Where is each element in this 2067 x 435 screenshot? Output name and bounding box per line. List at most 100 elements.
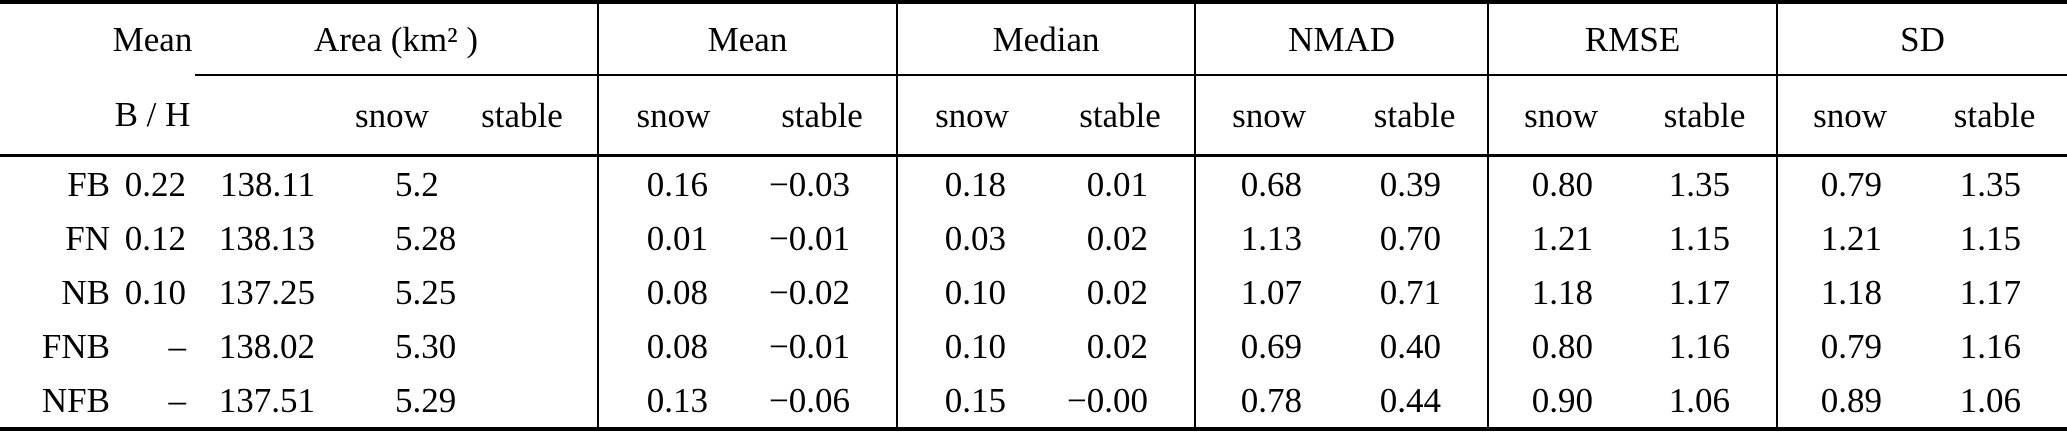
cell-rmse-stable: 1.35 bbox=[1668, 164, 1731, 204]
table-row-fn: FN 0.12 138.13 5.28 0.01 −0.01 0.03 0.02… bbox=[0, 211, 2067, 265]
cell-nmad-stable: 0.39 bbox=[1379, 164, 1442, 204]
cell-rmse-stable: 1.06 bbox=[1668, 380, 1731, 420]
cell-sd-stable: 1.17 bbox=[1959, 272, 2022, 312]
group-header-mean: Mean bbox=[596, 2, 898, 76]
cell-sd-stable: 1.16 bbox=[1959, 326, 2022, 366]
group-header-rmse: RMSE bbox=[1487, 2, 1778, 76]
table-row-nb: NB 0.10 137.25 5.25 0.08 −0.02 0.10 0.02… bbox=[0, 265, 2067, 319]
cell-nmad-stable: 0.70 bbox=[1379, 218, 1442, 258]
cell-sd-stable: 1.15 bbox=[1959, 218, 2022, 258]
cell-mean-stable: −0.01 bbox=[769, 326, 851, 366]
cell-sd-snow: 0.89 bbox=[1776, 373, 1923, 429]
cell-nmad-stable: 0.44 bbox=[1379, 380, 1442, 420]
cell-rmse-snow: 0.90 bbox=[1487, 373, 1634, 429]
cell-median-snow: 0.10 bbox=[896, 265, 1047, 319]
cell-median-stable: 0.01 bbox=[1086, 164, 1149, 204]
table-row-fb: FB 0.22 138.11 5.2 0.16 −0.03 0.18 0.01 … bbox=[0, 155, 2067, 211]
table-row-fnb: FNB – 138.02 5.30 0.08 −0.01 0.10 0.02 0… bbox=[0, 319, 2067, 373]
cell-area-stable: 5.30 bbox=[395, 326, 457, 366]
row-label: FN bbox=[65, 218, 110, 258]
cell-sd-snow: 0.79 bbox=[1776, 319, 1923, 373]
row-label: FB bbox=[67, 164, 110, 204]
cell-mean-stable: −0.02 bbox=[769, 272, 851, 312]
sub-header-rmse-stable: stable bbox=[1633, 75, 1778, 157]
sub-header-row: B / H snow stable snow stable snow stabl… bbox=[0, 75, 2067, 157]
cell-median-stable: 0.02 bbox=[1086, 326, 1149, 366]
sub-header-mean-snow: snow bbox=[597, 75, 748, 157]
cell-rmse-stable: 1.17 bbox=[1668, 272, 1731, 312]
cell-area-snow: 138.02 bbox=[218, 326, 315, 366]
cell-area-stable: 5.25 bbox=[395, 272, 457, 312]
table-row-nfb: NFB – 137.51 5.29 0.13 −0.06 0.15 −0.00 … bbox=[0, 373, 2067, 429]
cell-median-stable: 0.02 bbox=[1086, 272, 1149, 312]
sub-header-sd-stable: stable bbox=[1922, 75, 2067, 157]
sub-header-rmse-snow: snow bbox=[1487, 75, 1634, 157]
cell-mean-stable: −0.01 bbox=[769, 218, 851, 258]
cell-median-snow: 0.03 bbox=[896, 211, 1047, 265]
cell-median-snow: 0.10 bbox=[896, 319, 1047, 373]
sub-header-area-stable: stable bbox=[395, 75, 598, 157]
cell-mean-bh: 0.22 bbox=[124, 164, 186, 204]
cell-mean-snow: 0.01 bbox=[597, 211, 748, 265]
cell-rmse-stable: 1.16 bbox=[1668, 326, 1731, 366]
cell-area-snow: 137.25 bbox=[218, 272, 315, 312]
cell-nmad-snow: 0.68 bbox=[1194, 155, 1343, 211]
cell-mean-bh: 0.10 bbox=[124, 272, 186, 312]
cell-rmse-snow: 1.18 bbox=[1487, 265, 1634, 319]
sub-header-median-snow: snow bbox=[896, 75, 1047, 157]
cell-sd-snow: 1.21 bbox=[1776, 211, 1923, 265]
row-label: NB bbox=[61, 272, 110, 312]
corner-cell bbox=[0, 2, 110, 75]
cell-mean-stable: −0.06 bbox=[769, 380, 851, 420]
group-header-area: Area (km² ) bbox=[195, 2, 598, 76]
group-header-median: Median bbox=[896, 2, 1196, 76]
cell-sd-stable: 1.35 bbox=[1959, 164, 2022, 204]
row-label: NFB bbox=[41, 380, 110, 420]
cell-nmad-stable: 0.71 bbox=[1379, 272, 1442, 312]
cell-mean-snow: 0.13 bbox=[597, 373, 748, 429]
sub-header-mean-stable: stable bbox=[748, 75, 898, 157]
cell-median-stable: −0.00 bbox=[1067, 380, 1149, 420]
corner-cell bbox=[0, 75, 110, 157]
cell-rmse-snow: 0.80 bbox=[1487, 155, 1634, 211]
cell-mean-snow: 0.16 bbox=[597, 155, 748, 211]
group-header-sd: SD bbox=[1776, 2, 2067, 76]
sub-header-nmad-snow: snow bbox=[1194, 75, 1343, 157]
cell-nmad-snow: 0.78 bbox=[1194, 373, 1343, 429]
cell-median-snow: 0.15 bbox=[896, 373, 1047, 429]
cell-area-stable: 5.2 bbox=[395, 164, 439, 204]
cell-nmad-snow: 0.69 bbox=[1194, 319, 1343, 373]
cell-sd-snow: 1.18 bbox=[1776, 265, 1923, 319]
cell-rmse-snow: 0.80 bbox=[1487, 319, 1634, 373]
group-header-mean-bh: Mean bbox=[112, 20, 193, 59]
cell-sd-stable: 1.06 bbox=[1959, 380, 2022, 420]
cell-median-stable: 0.02 bbox=[1086, 218, 1149, 258]
sub-header-median-stable: stable bbox=[1046, 75, 1196, 157]
cell-area-snow: 138.11 bbox=[220, 164, 315, 204]
cell-mean-snow: 0.08 bbox=[597, 319, 748, 373]
cell-area-stable: 5.29 bbox=[395, 380, 457, 420]
sub-header-area-snow: snow bbox=[195, 75, 429, 157]
cell-nmad-snow: 1.07 bbox=[1194, 265, 1343, 319]
sub-header-bh: B / H bbox=[110, 75, 195, 157]
group-header-nmad: NMAD bbox=[1194, 2, 1489, 76]
cell-mean-snow: 0.08 bbox=[597, 265, 748, 319]
cell-sd-snow: 0.79 bbox=[1776, 155, 1923, 211]
sub-header-nmad-stable: stable bbox=[1342, 75, 1489, 157]
cell-mean-bh: – bbox=[168, 326, 187, 366]
cell-nmad-snow: 1.13 bbox=[1194, 211, 1343, 265]
cell-mean-bh: – bbox=[168, 380, 187, 420]
cell-rmse-stable: 1.15 bbox=[1668, 218, 1731, 258]
cell-area-stable: 5.28 bbox=[395, 218, 457, 258]
cell-area-snow: 138.13 bbox=[218, 218, 315, 258]
cell-rmse-snow: 1.21 bbox=[1487, 211, 1634, 265]
cell-nmad-stable: 0.40 bbox=[1379, 326, 1442, 366]
row-label: FNB bbox=[41, 326, 110, 366]
cell-area-snow: 137.51 bbox=[218, 380, 315, 420]
sub-header-sd-snow: snow bbox=[1776, 75, 1923, 157]
cell-mean-bh: 0.12 bbox=[124, 218, 186, 258]
group-header-row: Mean Area (km² ) Mean Median NMAD RMSE S… bbox=[0, 2, 2067, 76]
cell-mean-stable: −0.03 bbox=[769, 164, 851, 204]
